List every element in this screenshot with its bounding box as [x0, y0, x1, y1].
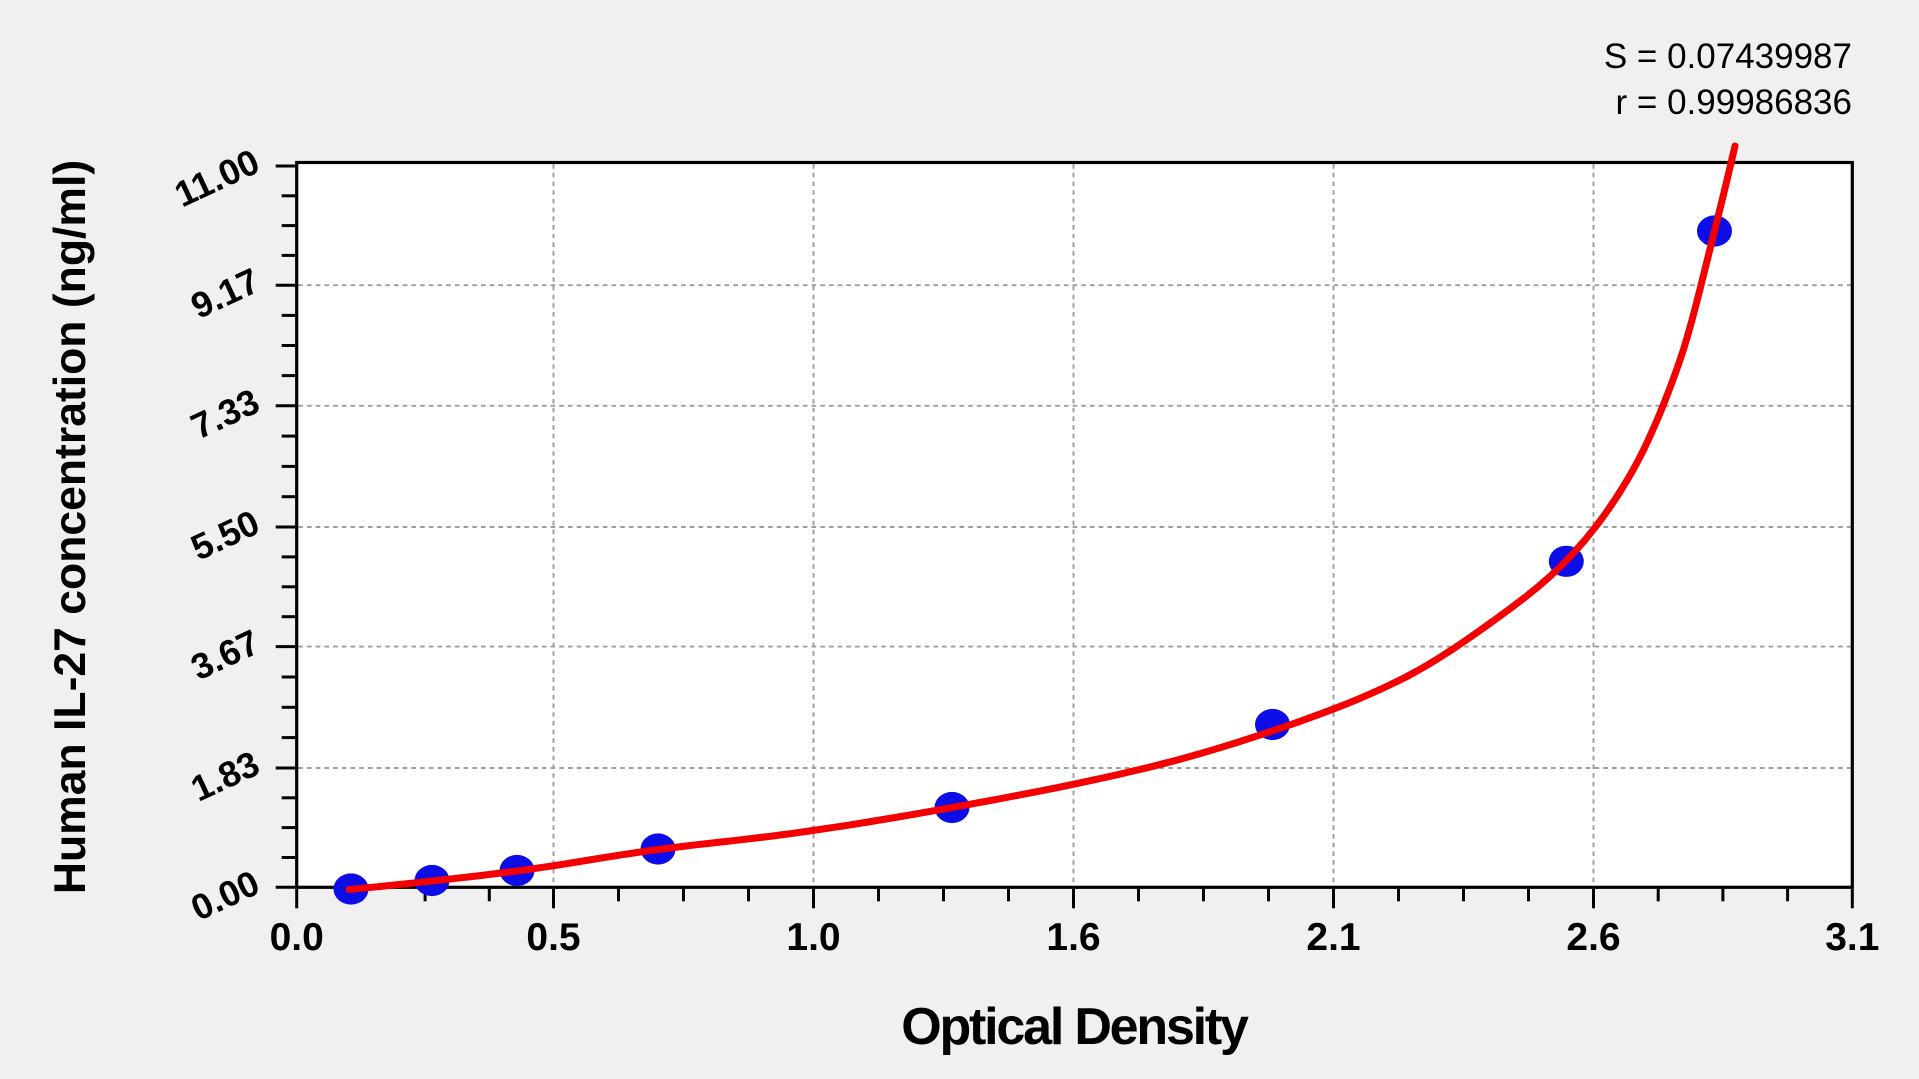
svg-text:1.6: 1.6 — [1046, 916, 1100, 959]
svg-text:2.1: 2.1 — [1306, 916, 1360, 959]
svg-text:Human IL-27 concentration (ng/: Human IL-27 concentration (ng/ml) — [46, 160, 95, 894]
svg-text:0.0: 0.0 — [270, 916, 324, 959]
svg-text:2.6: 2.6 — [1566, 916, 1620, 959]
svg-text:Optical Density: Optical Density — [901, 998, 1249, 1056]
svg-text:3.1: 3.1 — [1825, 916, 1879, 959]
svg-text:0.5: 0.5 — [526, 916, 580, 959]
svg-text:S = 0.07439987: S = 0.07439987 — [1604, 37, 1852, 76]
svg-text:1.0: 1.0 — [786, 916, 840, 959]
svg-text:r = 0.99986836: r = 0.99986836 — [1616, 83, 1852, 122]
